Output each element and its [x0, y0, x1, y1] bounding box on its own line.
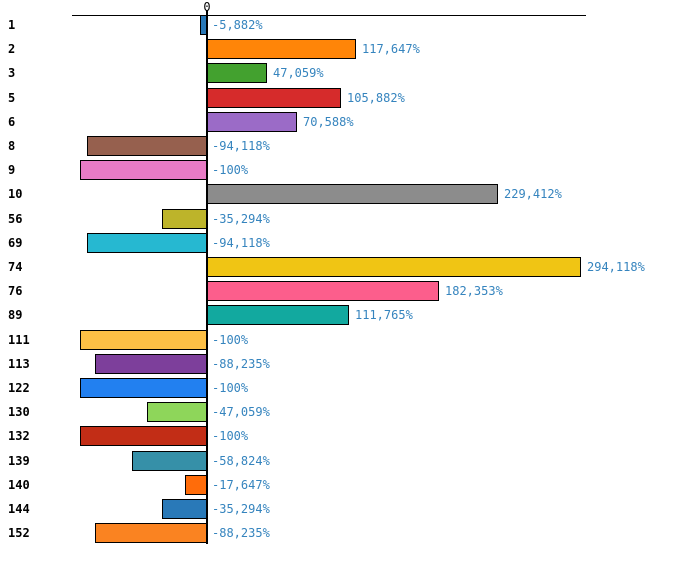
bar: [147, 402, 207, 422]
bar: [80, 330, 207, 350]
category-label: 89: [8, 308, 23, 322]
bar: [207, 281, 439, 301]
value-label: -47,059%: [212, 405, 270, 419]
bar: [207, 88, 341, 108]
category-label: 6: [8, 115, 16, 129]
category-label: 10: [8, 187, 23, 201]
value-label: -35,294%: [212, 502, 270, 516]
bar: [185, 475, 207, 495]
bar: [80, 378, 207, 398]
bar: [200, 15, 207, 35]
value-label: -17,647%: [212, 478, 270, 492]
value-label: -100%: [212, 381, 249, 395]
bar: [132, 451, 207, 471]
value-label: -94,118%: [212, 236, 270, 250]
category-label: 140: [8, 478, 30, 492]
category-label: 5: [8, 91, 16, 105]
value-label: -35,294%: [212, 212, 270, 226]
top-axis-line: [72, 15, 586, 16]
value-label: -100%: [212, 429, 249, 443]
bar: [207, 39, 356, 59]
zero-tick-label: 0: [203, 0, 211, 14]
category-label: 56: [8, 212, 23, 226]
category-label: 76: [8, 284, 23, 298]
value-label: 294,118%: [587, 260, 645, 274]
category-label: 69: [8, 236, 23, 250]
category-label: 139: [8, 454, 30, 468]
value-label: -88,235%: [212, 526, 270, 540]
value-label: -100%: [212, 333, 249, 347]
value-label: 105,882%: [347, 91, 405, 105]
bar: [87, 233, 207, 253]
category-label: 144: [8, 502, 30, 516]
value-label: 70,588%: [303, 115, 354, 129]
bar: [80, 426, 207, 446]
category-label: 113: [8, 357, 30, 371]
category-label: 122: [8, 381, 30, 395]
bar: [207, 112, 297, 132]
category-label: 152: [8, 526, 30, 540]
value-label: -94,118%: [212, 139, 270, 153]
category-label: 2: [8, 42, 16, 56]
value-label: 182,353%: [445, 284, 503, 298]
category-label: 8: [8, 139, 16, 153]
category-label: 132: [8, 429, 30, 443]
bar: [95, 523, 207, 543]
category-label: 111: [8, 333, 30, 347]
value-label: 47,059%: [273, 66, 324, 80]
bar: [80, 160, 207, 180]
bar: [162, 499, 207, 519]
category-label: 1: [8, 18, 16, 32]
bar: [207, 63, 267, 83]
zero-axis-line: [206, 10, 208, 544]
bar: [207, 305, 349, 325]
bar: [207, 257, 581, 277]
value-label: -58,824%: [212, 454, 270, 468]
category-label: 9: [8, 163, 16, 177]
bar: [162, 209, 207, 229]
bar: [87, 136, 207, 156]
bar: [95, 354, 207, 374]
value-label: 229,412%: [504, 187, 562, 201]
bar: [207, 184, 498, 204]
value-label: -100%: [212, 163, 249, 177]
category-label: 74: [8, 260, 23, 274]
value-label: -88,235%: [212, 357, 270, 371]
value-label: 111,765%: [355, 308, 413, 322]
category-label: 3: [8, 66, 16, 80]
category-label: 130: [8, 405, 30, 419]
value-label: -5,882%: [212, 18, 263, 32]
value-label: 117,647%: [362, 42, 420, 56]
